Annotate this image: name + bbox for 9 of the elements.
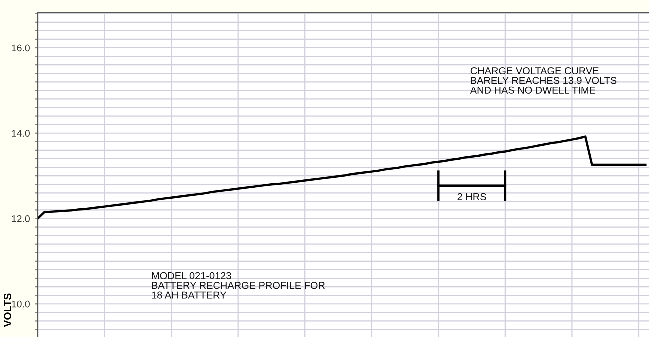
y-tick-label: 12.0 <box>12 215 30 222</box>
y-tick-label: 14.0 <box>12 130 30 137</box>
y-tick-label: 16.0 <box>12 44 30 52</box>
y-tick-label: 10.0 <box>12 300 30 308</box>
annotation: 2 HRS <box>458 193 486 200</box>
annotation: MODEL 021-0123 BATTERY RECHARGE PROFILE FOR 18 AH BATTERY <box>152 272 325 299</box>
annotation: CHARGE VOLTAGE CURVE BARELY REACHES 13.9 VOLTS AND HAS NO DWELL TIME <box>470 67 617 94</box>
line-series <box>38 136 647 220</box>
y-axis-title: VOLTS <box>4 294 12 328</box>
